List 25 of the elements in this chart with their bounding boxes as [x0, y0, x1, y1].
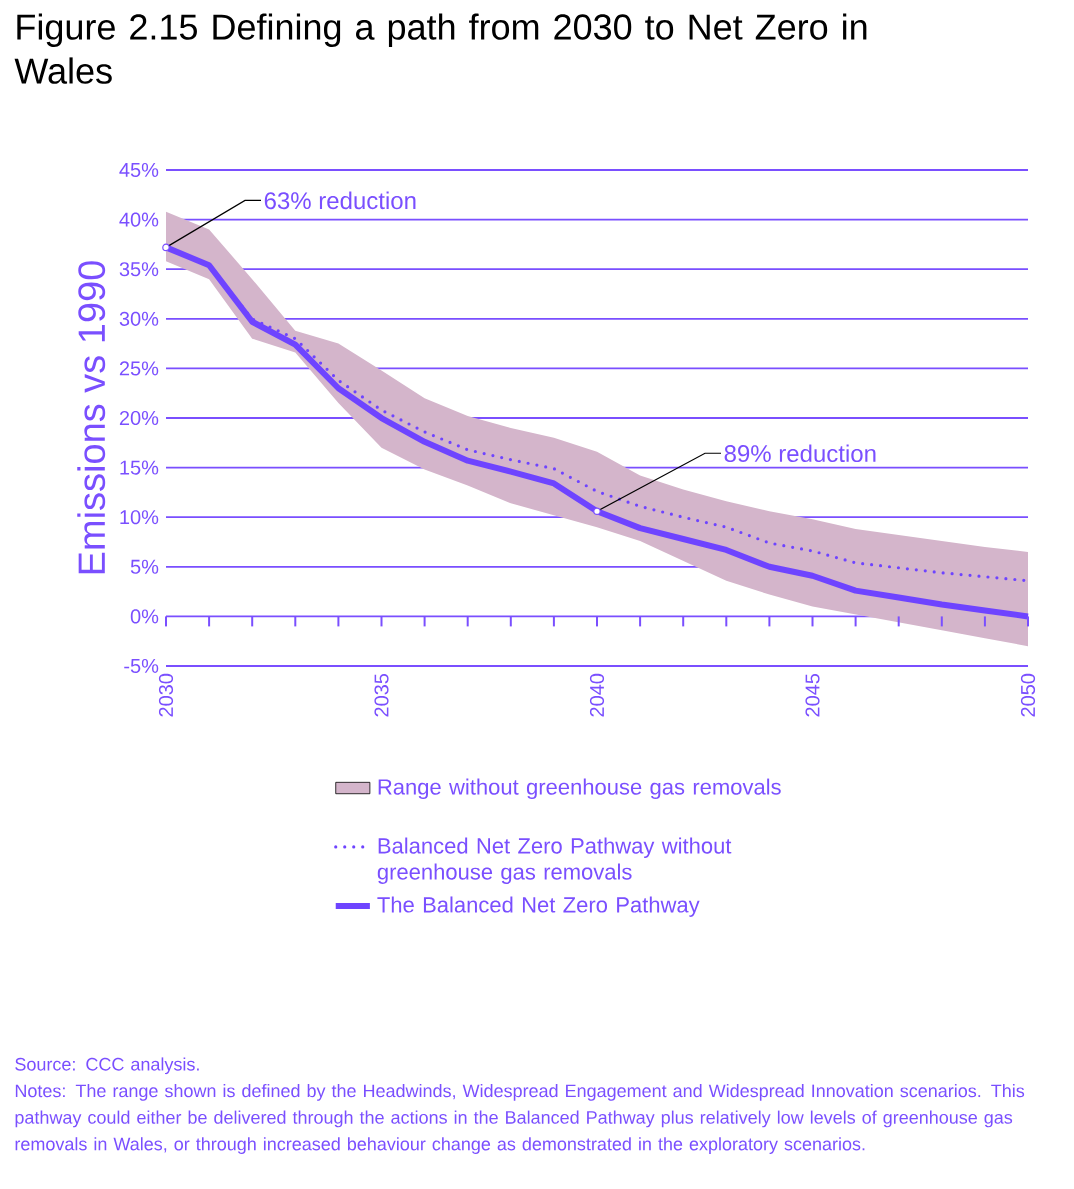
legend-label: Range without greenhouse gas removals	[378, 778, 781, 800]
y-tick-label: 10%	[120, 510, 159, 525]
x-tick-label: 2045	[805, 673, 820, 717]
y-axis-title: Emissions vs 1990	[77, 261, 106, 574]
y-tick-label: 5%	[130, 559, 159, 574]
legend-label: The Balanced Net Zero Pathway	[377, 896, 700, 917]
y-tick-label: 30%	[119, 311, 159, 326]
text: Notes: The range shown is defined by the Headwinds, Widespread Engagement and Widespread Innovation scenarios. This pathway could either be delivered through the actions in the Balanced Pathway plus relatively low levels of greenhouse gas removals in Wales, or through increased behaviour change as demonstrated in the exploratory scenarios.	[15, 1083, 1025, 1154]
y-tick-label: 45%	[119, 162, 159, 178]
annotation: 89% reduction	[724, 444, 876, 463]
x-tick-label: 2040	[589, 673, 605, 717]
y-tick-label: -5%	[124, 658, 159, 674]
y-tick-label: 0%	[130, 609, 159, 624]
y-tick-label: 35%	[119, 262, 159, 277]
annotation: 63% reduction	[264, 191, 416, 210]
y-tick-label: 20%	[119, 410, 159, 426]
source-note: Source: CCC analysis.	[15, 1057, 199, 1075]
x-tick-label: 2050	[1020, 673, 1036, 717]
x-tick-label: 2035	[374, 673, 389, 717]
y-tick-label: 25%	[119, 361, 159, 376]
chart-title: Figure 2.15 Defining a path from 2030 to Net Zero in Wales	[14, 13, 867, 84]
legend-label: Balanced Net Zero Pathway without greenhouse gas removals	[377, 837, 732, 884]
y-tick-label: 40%	[119, 212, 159, 227]
x-tick-label: 2030	[158, 673, 174, 717]
y-tick-label: 15%	[120, 460, 159, 475]
